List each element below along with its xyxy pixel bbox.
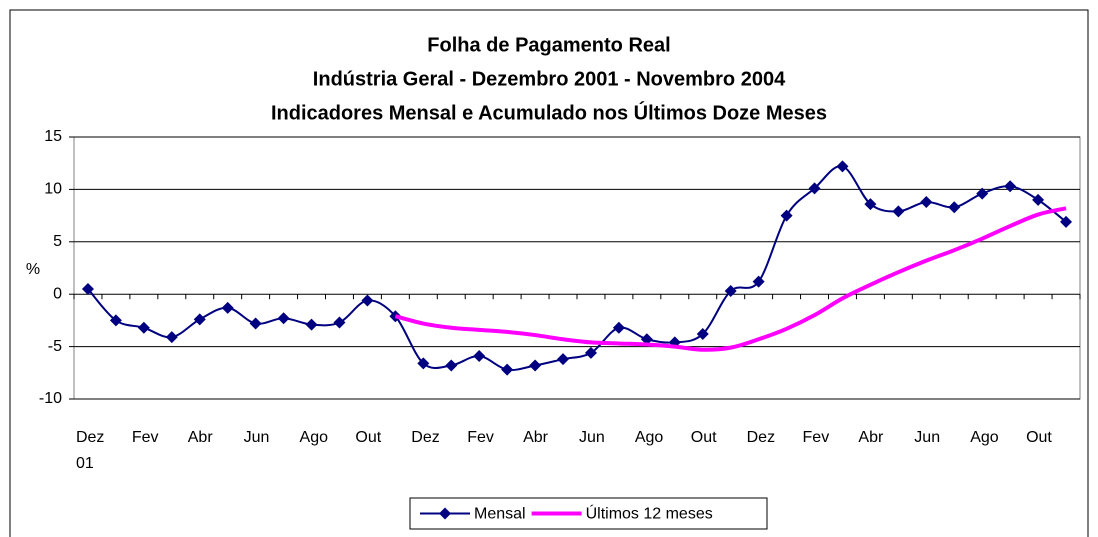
data-point [780, 209, 793, 222]
data-point [1060, 215, 1073, 228]
data-point [864, 198, 877, 211]
x-tick-label: Ago [299, 429, 328, 446]
x-tick-label: Jun [914, 429, 941, 446]
data-point [752, 275, 765, 288]
data-point [948, 201, 961, 214]
y-tick-label: -5 [48, 338, 62, 355]
legend-label: Mensal [474, 506, 526, 523]
x-tick-label: Jun [243, 429, 270, 446]
data-point [836, 160, 849, 173]
data-point [501, 363, 514, 376]
data-point [445, 359, 458, 372]
data-point [724, 285, 737, 298]
plot-area [73, 136, 1081, 400]
x-tick-label: Dez [411, 429, 440, 446]
data-point [696, 328, 709, 341]
legend-label: Últimos 12 meses [586, 504, 713, 523]
data-point [305, 318, 318, 331]
data-point [584, 346, 597, 359]
y-tick-label: -10 [39, 390, 62, 407]
legend-marker [439, 507, 451, 520]
data-point [529, 359, 542, 372]
x-tick-label: Out [1026, 429, 1052, 446]
chart-title: Folha de Pagamento Real [427, 34, 670, 56]
data-point [165, 331, 178, 344]
data-point [473, 350, 486, 363]
x-tick-label: Dez 01 [75, 429, 105, 472]
data-point [1004, 180, 1017, 193]
x-tick-label: Abr [858, 429, 884, 446]
data-point [920, 195, 933, 208]
data-point [612, 321, 625, 334]
x-tick-label: Ago [970, 429, 999, 446]
y-axis-label: % [26, 261, 40, 278]
y-tick-label: 5 [53, 233, 62, 250]
data-point [249, 317, 262, 330]
x-tick-label: Abr [187, 429, 213, 446]
data-point [277, 312, 290, 325]
x-tick-label: Fev [467, 429, 494, 446]
data-point [333, 316, 346, 329]
y-tick-label: 10 [44, 181, 62, 198]
data-point [557, 353, 570, 366]
y-tick-label: 15 [44, 128, 62, 145]
series-line [394, 206, 1067, 352]
data-point [640, 333, 653, 346]
data-point [193, 313, 206, 326]
x-tick-label: Fev [802, 429, 830, 446]
data-point [221, 301, 234, 314]
data-point [109, 314, 122, 327]
data-point [976, 187, 989, 200]
chart-title: Indicadores Mensal e Acumulado nos Últim… [271, 100, 827, 124]
x-tick-label: Abr [523, 429, 548, 446]
chart-border [9, 9, 1089, 537]
x-tick-label: Out [690, 429, 717, 446]
y-tick-label: 0 [53, 285, 62, 302]
x-tick-label: Fev [131, 429, 159, 446]
x-tick-label: Dez [746, 429, 776, 446]
chart-title: Indústria Geral - Dezembro 2001 - Novemb… [313, 68, 786, 90]
data-point [808, 182, 821, 195]
data-point [81, 282, 94, 295]
data-point [1032, 193, 1045, 206]
data-point [361, 294, 374, 307]
data-point [137, 321, 150, 334]
data-point [892, 205, 905, 218]
x-tick-label: Jun [578, 429, 605, 446]
data-point [417, 357, 430, 370]
x-tick-label: Out [355, 429, 382, 446]
x-tick-label: Ago [634, 429, 664, 446]
